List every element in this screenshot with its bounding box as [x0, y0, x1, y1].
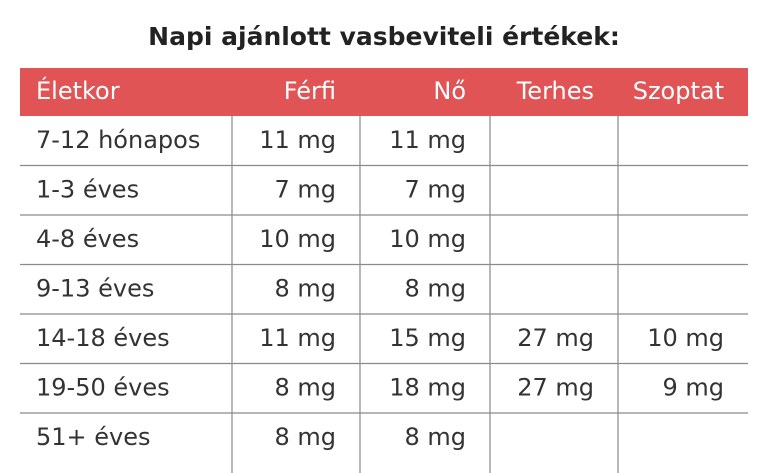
cell: 11 mg: [389, 126, 466, 154]
header-cell: Szoptat: [633, 77, 724, 105]
cell: 18 mg: [389, 373, 466, 401]
cell: 8 mg: [404, 423, 466, 451]
cell: 19-50 éves: [36, 373, 170, 401]
cell: 10 mg: [647, 324, 724, 352]
cell: 10 mg: [389, 225, 466, 253]
cell: 7-12 hónapos: [36, 126, 200, 154]
title: Napi ajánlott vasbeviteli értékek:: [148, 22, 620, 51]
cell: 51+ éves: [36, 423, 151, 451]
cell: 14-18 éves: [36, 324, 170, 352]
header-cell: Terhes: [516, 77, 594, 105]
cell: 8 mg: [404, 274, 466, 302]
cell: 15 mg: [389, 324, 466, 352]
header-cell: Életkor: [36, 76, 120, 105]
header-bar: [20, 68, 748, 116]
cell: 1-3 éves: [36, 175, 139, 203]
cell: 27 mg: [517, 324, 594, 352]
cell: 8 mg: [274, 423, 336, 451]
cell: 8 mg: [274, 274, 336, 302]
cell: 11 mg: [259, 324, 336, 352]
cell: 10 mg: [259, 225, 336, 253]
cell: 4-8 éves: [36, 225, 139, 253]
cell: 9-13 éves: [36, 274, 154, 302]
cell: 7 mg: [274, 175, 336, 203]
cell: 27 mg: [517, 373, 594, 401]
header-cell: Nő: [433, 77, 466, 105]
cell: 11 mg: [259, 126, 336, 154]
cell: 9 mg: [662, 373, 724, 401]
cell: 8 mg: [274, 373, 336, 401]
header-cell: Férfi: [284, 77, 336, 105]
cell: 7 mg: [404, 175, 466, 203]
